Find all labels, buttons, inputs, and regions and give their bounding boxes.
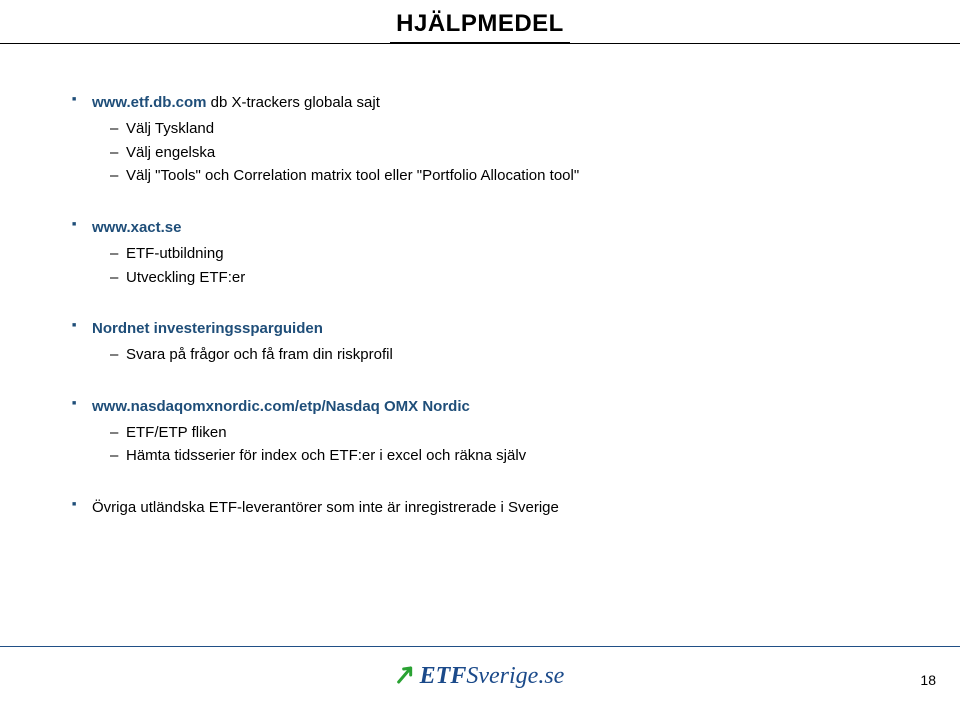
logo-sverige-text: Sverige.se [466, 663, 564, 690]
sub-list: ETF/ETP fliken Hämta tidsserier för inde… [92, 422, 888, 468]
list-item: Övriga utländska ETF-leverantörer som in… [72, 497, 888, 519]
sub-item: Välj "Tools" och Correlation matrix tool… [92, 165, 888, 187]
header: HJÄLPMEDEL [0, 0, 960, 43]
sub-item: Utveckling ETF:er [92, 267, 888, 289]
logo: ETFSverige.se [396, 660, 565, 690]
page-number: 18 [920, 672, 936, 688]
sub-list: Svara på frågor och få fram din riskprof… [92, 344, 888, 366]
sub-item: ETF/ETP fliken [92, 422, 888, 444]
content-area: www.etf.db.com db X-trackers globala saj… [0, 44, 960, 519]
list-item-label: Övriga utländska ETF-leverantörer som in… [92, 499, 559, 516]
sub-list: ETF-utbildning Utveckling ETF:er [92, 243, 888, 289]
list-item-label-bold: www.xact.se [92, 219, 182, 236]
arrow-up-icon [396, 663, 418, 685]
sub-item: Hämta tidsserier för index och ETF:er i … [92, 445, 888, 467]
list-item: Nordnet investeringssparguiden Svara på … [72, 318, 888, 366]
list-item: www.nasdaqomxnordic.com/etp/Nasdaq OMX N… [72, 396, 888, 467]
sub-item: ETF-utbildning [92, 243, 888, 265]
main-list: www.etf.db.com db X-trackers globala saj… [72, 92, 888, 519]
sub-list: Välj Tyskland Välj engelska Välj "Tools"… [92, 118, 888, 187]
sub-item: Välj engelska [92, 142, 888, 164]
logo-etf-text: ETF [420, 663, 467, 690]
list-item-label-bold: www.etf.db.com [92, 94, 206, 111]
list-item-label-bold: Nordnet investeringssparguiden [92, 320, 323, 337]
list-item: www.xact.se ETF-utbildning Utveckling ET… [72, 217, 888, 288]
list-item-label-bold: www.nasdaqomxnordic.com/etp/Nasdaq OMX N… [92, 398, 470, 415]
sub-item: Välj Tyskland [92, 118, 888, 140]
sub-item: Svara på frågor och få fram din riskprof… [92, 344, 888, 366]
list-item-suffix: db X-trackers globala sajt [206, 94, 379, 111]
footer: ETFSverige.se 18 [0, 646, 960, 702]
page-title: HJÄLPMEDEL [390, 10, 570, 43]
list-item: www.etf.db.com db X-trackers globala saj… [72, 92, 888, 187]
logo-arrow-icon [396, 662, 418, 692]
